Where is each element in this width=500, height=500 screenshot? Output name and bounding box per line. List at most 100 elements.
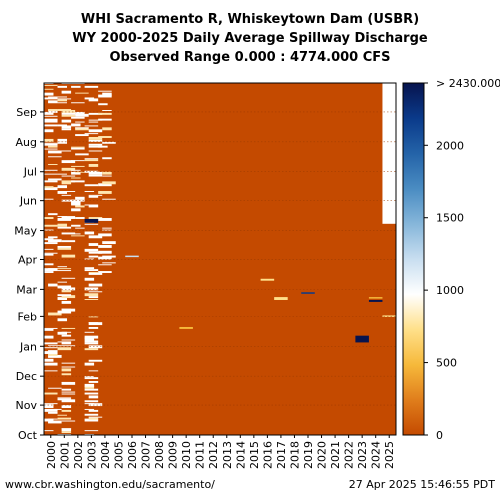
gap-2003 [88, 204, 99, 208]
gap-2000 [48, 100, 58, 104]
gap-2000 [48, 178, 62, 181]
gap-2002 [71, 147, 85, 150]
gap-2001 [61, 339, 76, 341]
gap-2000 [44, 253, 54, 256]
gap-2001 [61, 111, 76, 115]
gap-2001 [57, 285, 72, 289]
gap-2000 [44, 370, 58, 372]
gap-2001 [57, 98, 72, 100]
gap-2001 [57, 331, 68, 335]
gap-2000 [48, 236, 58, 239]
gap-2003 [88, 417, 99, 420]
gap-2004 [98, 264, 112, 266]
gap-2001 [61, 128, 72, 131]
gap-2003 [84, 85, 99, 88]
gap-2003 [84, 277, 95, 281]
gap-2001 [57, 223, 68, 227]
gap-2004 [98, 245, 112, 248]
gap-2004 [102, 227, 112, 229]
gap-2000 [48, 283, 58, 287]
gap-2000 [44, 418, 54, 422]
gap-2003 [88, 145, 103, 148]
gap-2003 [84, 97, 95, 100]
gap-2000 [44, 347, 58, 349]
colorbar-gradient [402, 82, 425, 436]
gap-2000 [44, 169, 58, 171]
footer-url[interactable]: www.cbr.washington.edu/sacramento/ [5, 478, 215, 491]
gap-2001 [57, 397, 72, 399]
gap-2004 [98, 94, 112, 98]
gap-2003 [88, 98, 99, 102]
gap-2000 [44, 88, 54, 90]
gap-2002 [75, 111, 85, 115]
y-tick-label-apr: Apr [18, 253, 38, 266]
gap-2001 [57, 268, 72, 270]
gap-2001 [61, 362, 76, 364]
gap-2004 [102, 262, 116, 264]
gap-2001 [61, 180, 76, 183]
gap-2000 [48, 350, 58, 353]
gap-2000 [44, 403, 58, 405]
gap-2002 [75, 121, 85, 123]
gap-2000 [44, 138, 54, 142]
gap-2003 [84, 223, 99, 225]
gap-2004 [98, 218, 112, 221]
gap-2001 [61, 191, 76, 192]
gap-2002 [71, 165, 85, 167]
gap-2003 [84, 204, 95, 206]
gap-2001 [61, 420, 76, 422]
gap-2003 [84, 287, 99, 291]
gap-2003 [88, 322, 99, 324]
gap-2003 [88, 243, 99, 246]
gap-2000 [44, 119, 58, 123]
gap-2003 [84, 383, 95, 387]
gap-2001 [57, 102, 68, 104]
gap-2001 [57, 218, 72, 221]
gap-2001 [57, 398, 72, 401]
chart-title-line-2: WY 2000-2025 Daily Average Spillway Disc… [72, 31, 428, 46]
y-tick-label-may: May [14, 225, 37, 238]
gap-2003 [84, 408, 95, 410]
gap-2000 [44, 342, 58, 345]
gap-2001 [57, 417, 72, 420]
gap-2000 [44, 408, 58, 412]
gap-2002 [75, 217, 85, 219]
gap-2003 [84, 125, 99, 127]
y-tick-label-dec: Dec [16, 370, 37, 383]
gap-2001 [61, 290, 72, 293]
y-tick-label-feb: Feb [18, 310, 37, 323]
gap-2000 [44, 180, 58, 183]
gap-2001 [57, 270, 72, 272]
gap-2001 [61, 381, 72, 383]
gap-2001 [61, 295, 76, 299]
gap-2000 [44, 362, 58, 366]
gap-2001 [57, 294, 72, 297]
gap-2003 [84, 267, 95, 270]
x-tick-label-2018: 2018 [288, 441, 301, 469]
spill-event-2017 [274, 297, 288, 300]
gap-2003 [88, 121, 99, 123]
x-tick-label-2009: 2009 [167, 441, 180, 469]
gap-2003 [84, 342, 99, 345]
gap-2001 [61, 373, 72, 376]
gap-2001 [61, 405, 72, 408]
x-tick-label-2012: 2012 [207, 441, 220, 469]
gap-2003 [84, 337, 95, 341]
gap-2001 [57, 150, 72, 152]
gap-2000 [48, 408, 62, 410]
colorbar-tick-label-2000: 2000 [436, 139, 464, 152]
gap-2001 [61, 341, 72, 345]
gap-2000 [44, 217, 54, 219]
gap-2000 [44, 148, 58, 150]
gap-2003 [88, 326, 99, 329]
gap-2001 [61, 300, 72, 304]
gap-2001 [61, 160, 76, 164]
gap-2003 [88, 409, 99, 412]
gap-2000 [48, 150, 62, 154]
x-tick-label-2006: 2006 [126, 441, 139, 469]
gap-2001 [57, 216, 68, 218]
gap-2001 [61, 175, 76, 177]
gap-2002 [75, 92, 89, 94]
gap-2000 [44, 186, 54, 189]
gap-2002 [75, 196, 85, 200]
